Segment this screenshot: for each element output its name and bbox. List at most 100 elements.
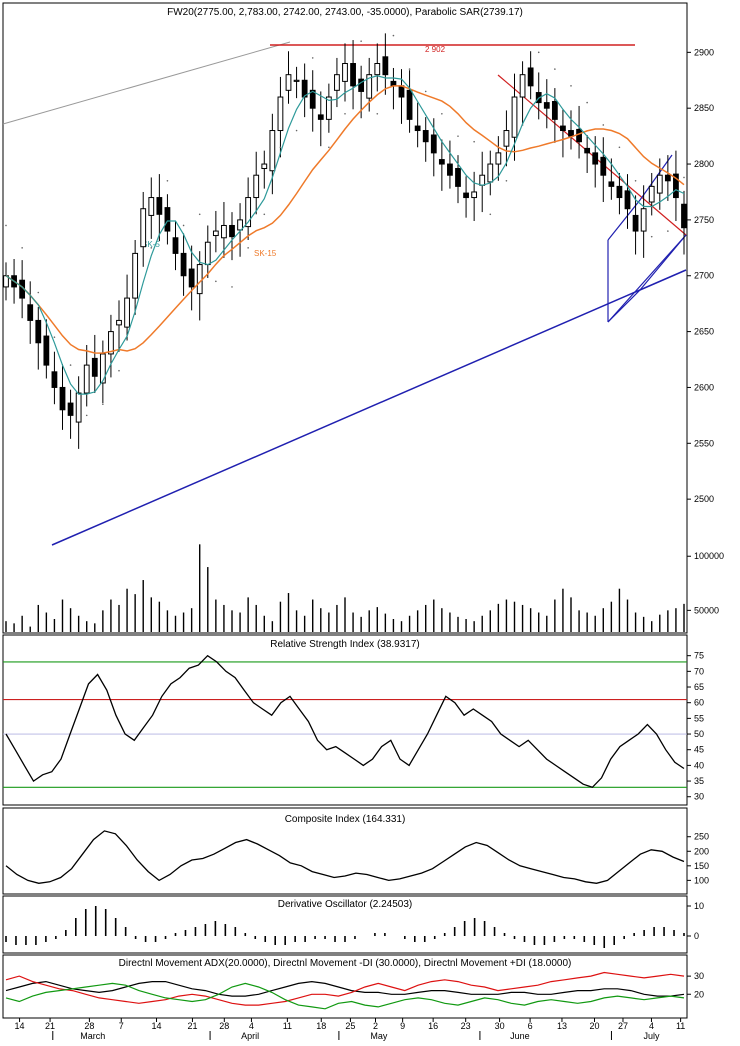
candle-body [656, 174, 663, 194]
candle-body [551, 100, 558, 120]
adx-line [5, 980, 685, 997]
sar-dot [21, 247, 23, 249]
month-label: March [80, 1031, 105, 1041]
date-tick-label: 6 [528, 1021, 533, 1031]
sar-dot [441, 112, 443, 115]
rsi-tick-label: 70 [694, 666, 704, 676]
volume-tick-label: 50000 [694, 605, 719, 615]
candle-body [511, 96, 518, 138]
candle-body [269, 130, 276, 172]
rsi-axis: 30 35 40 45 50 55 60 65 70 75 [687, 651, 704, 802]
rsi-tick-label: 75 [694, 651, 704, 661]
sar-dot [134, 302, 136, 305]
candle-body [543, 102, 550, 109]
sar-dot [279, 146, 282, 149]
dmi-tick-label: 30 [694, 971, 704, 981]
candle-body [350, 63, 356, 87]
sar-dot [489, 213, 492, 216]
sar-dot [634, 179, 637, 182]
volume-axis: 50000 100000 [687, 551, 724, 615]
sar-dot [570, 85, 572, 87]
candle-body [180, 252, 187, 277]
sar-dot [263, 213, 266, 216]
candle-body [317, 114, 324, 120]
candle-body [560, 125, 566, 132]
rsi-bands [3, 661, 687, 788]
rsi-title: Relative Strength Index (38.9317) [270, 639, 420, 650]
date-tick-label: 14 [152, 1021, 162, 1031]
candle-body [148, 197, 155, 216]
sar-dot [231, 286, 233, 288]
candle-body [196, 264, 203, 295]
candle-body [398, 85, 405, 98]
date-tick-label: 11 [676, 1021, 685, 1031]
date-tick-label: 14 [15, 1021, 25, 1031]
candle-body [59, 386, 66, 411]
candle-body [237, 219, 243, 231]
candle-body [592, 152, 599, 165]
date-tick-label: 9 [400, 1021, 405, 1031]
rsi-tick-label: 60 [694, 698, 704, 708]
sar-dot [150, 247, 153, 249]
candle-body [51, 371, 58, 388]
volume-bars-group [5, 544, 685, 632]
rsi-tick-label: 65 [694, 682, 704, 692]
dmi-title: Directnl Movement ADX(20.0000), Directnl… [119, 958, 572, 969]
ma5-line [5, 75, 685, 395]
price-axis: 2500 2550 2600 2650 2700 2750 2800 2850 2900 [687, 47, 714, 504]
sar-dot [85, 414, 88, 417]
candle-body [261, 163, 268, 170]
date-tick-label: 13 [557, 1021, 567, 1031]
candle-body [253, 174, 260, 199]
candle-body [616, 185, 623, 199]
price-tick-label: 2600 [694, 382, 714, 392]
ma5-label: SK-5 [142, 240, 160, 249]
candle-body [640, 208, 647, 232]
date-tick-label: 21 [45, 1021, 55, 1031]
composite-tick-label: 100 [694, 875, 709, 885]
candle-body [140, 208, 147, 248]
candle-body [503, 130, 510, 147]
price-tick-label: 2700 [694, 271, 714, 281]
candle-body [568, 130, 574, 137]
sar-dot [344, 112, 346, 115]
candle-body [164, 207, 171, 232]
price-tick-label: 2800 [694, 159, 714, 169]
date-tick-label: 7 [119, 1021, 124, 1031]
candle-body [576, 128, 582, 143]
wedge-line [607, 234, 687, 323]
volume-tick-label: 100000 [694, 551, 724, 561]
candle-body [366, 74, 373, 99]
rsi-tick-label: 30 [694, 792, 704, 802]
sar-dots-group [5, 34, 685, 417]
candle-body [624, 190, 631, 210]
composite-tick-label: 250 [694, 832, 709, 842]
sar-dot [457, 135, 459, 137]
sar-dot [392, 34, 395, 37]
sar-dot [667, 230, 669, 232]
sar-dot [69, 364, 72, 366]
candle-body [67, 402, 74, 416]
sar-dot [198, 213, 201, 216]
candle-body [342, 63, 348, 82]
sar-dot [360, 40, 362, 42]
candle-body [116, 319, 122, 326]
sar-dot [295, 129, 298, 132]
candles-group [3, 33, 687, 449]
date-tick-label: 20 [589, 1021, 599, 1031]
sar-dot [650, 235, 653, 238]
channel-upper [607, 154, 673, 241]
price-title: FW20(2775.00, 2,783.00, 2742.00, 2743.00… [167, 7, 523, 18]
date-tick-label: 21 [187, 1021, 197, 1031]
candle-body [406, 89, 413, 120]
candle-body [358, 78, 365, 92]
rsi-line [5, 654, 685, 789]
candle-body [277, 96, 284, 132]
price-tick-label: 2750 [694, 215, 714, 225]
sar-dot [166, 179, 169, 182]
candle-body [132, 252, 139, 299]
candle-body [681, 203, 687, 229]
candle-body [99, 353, 106, 384]
